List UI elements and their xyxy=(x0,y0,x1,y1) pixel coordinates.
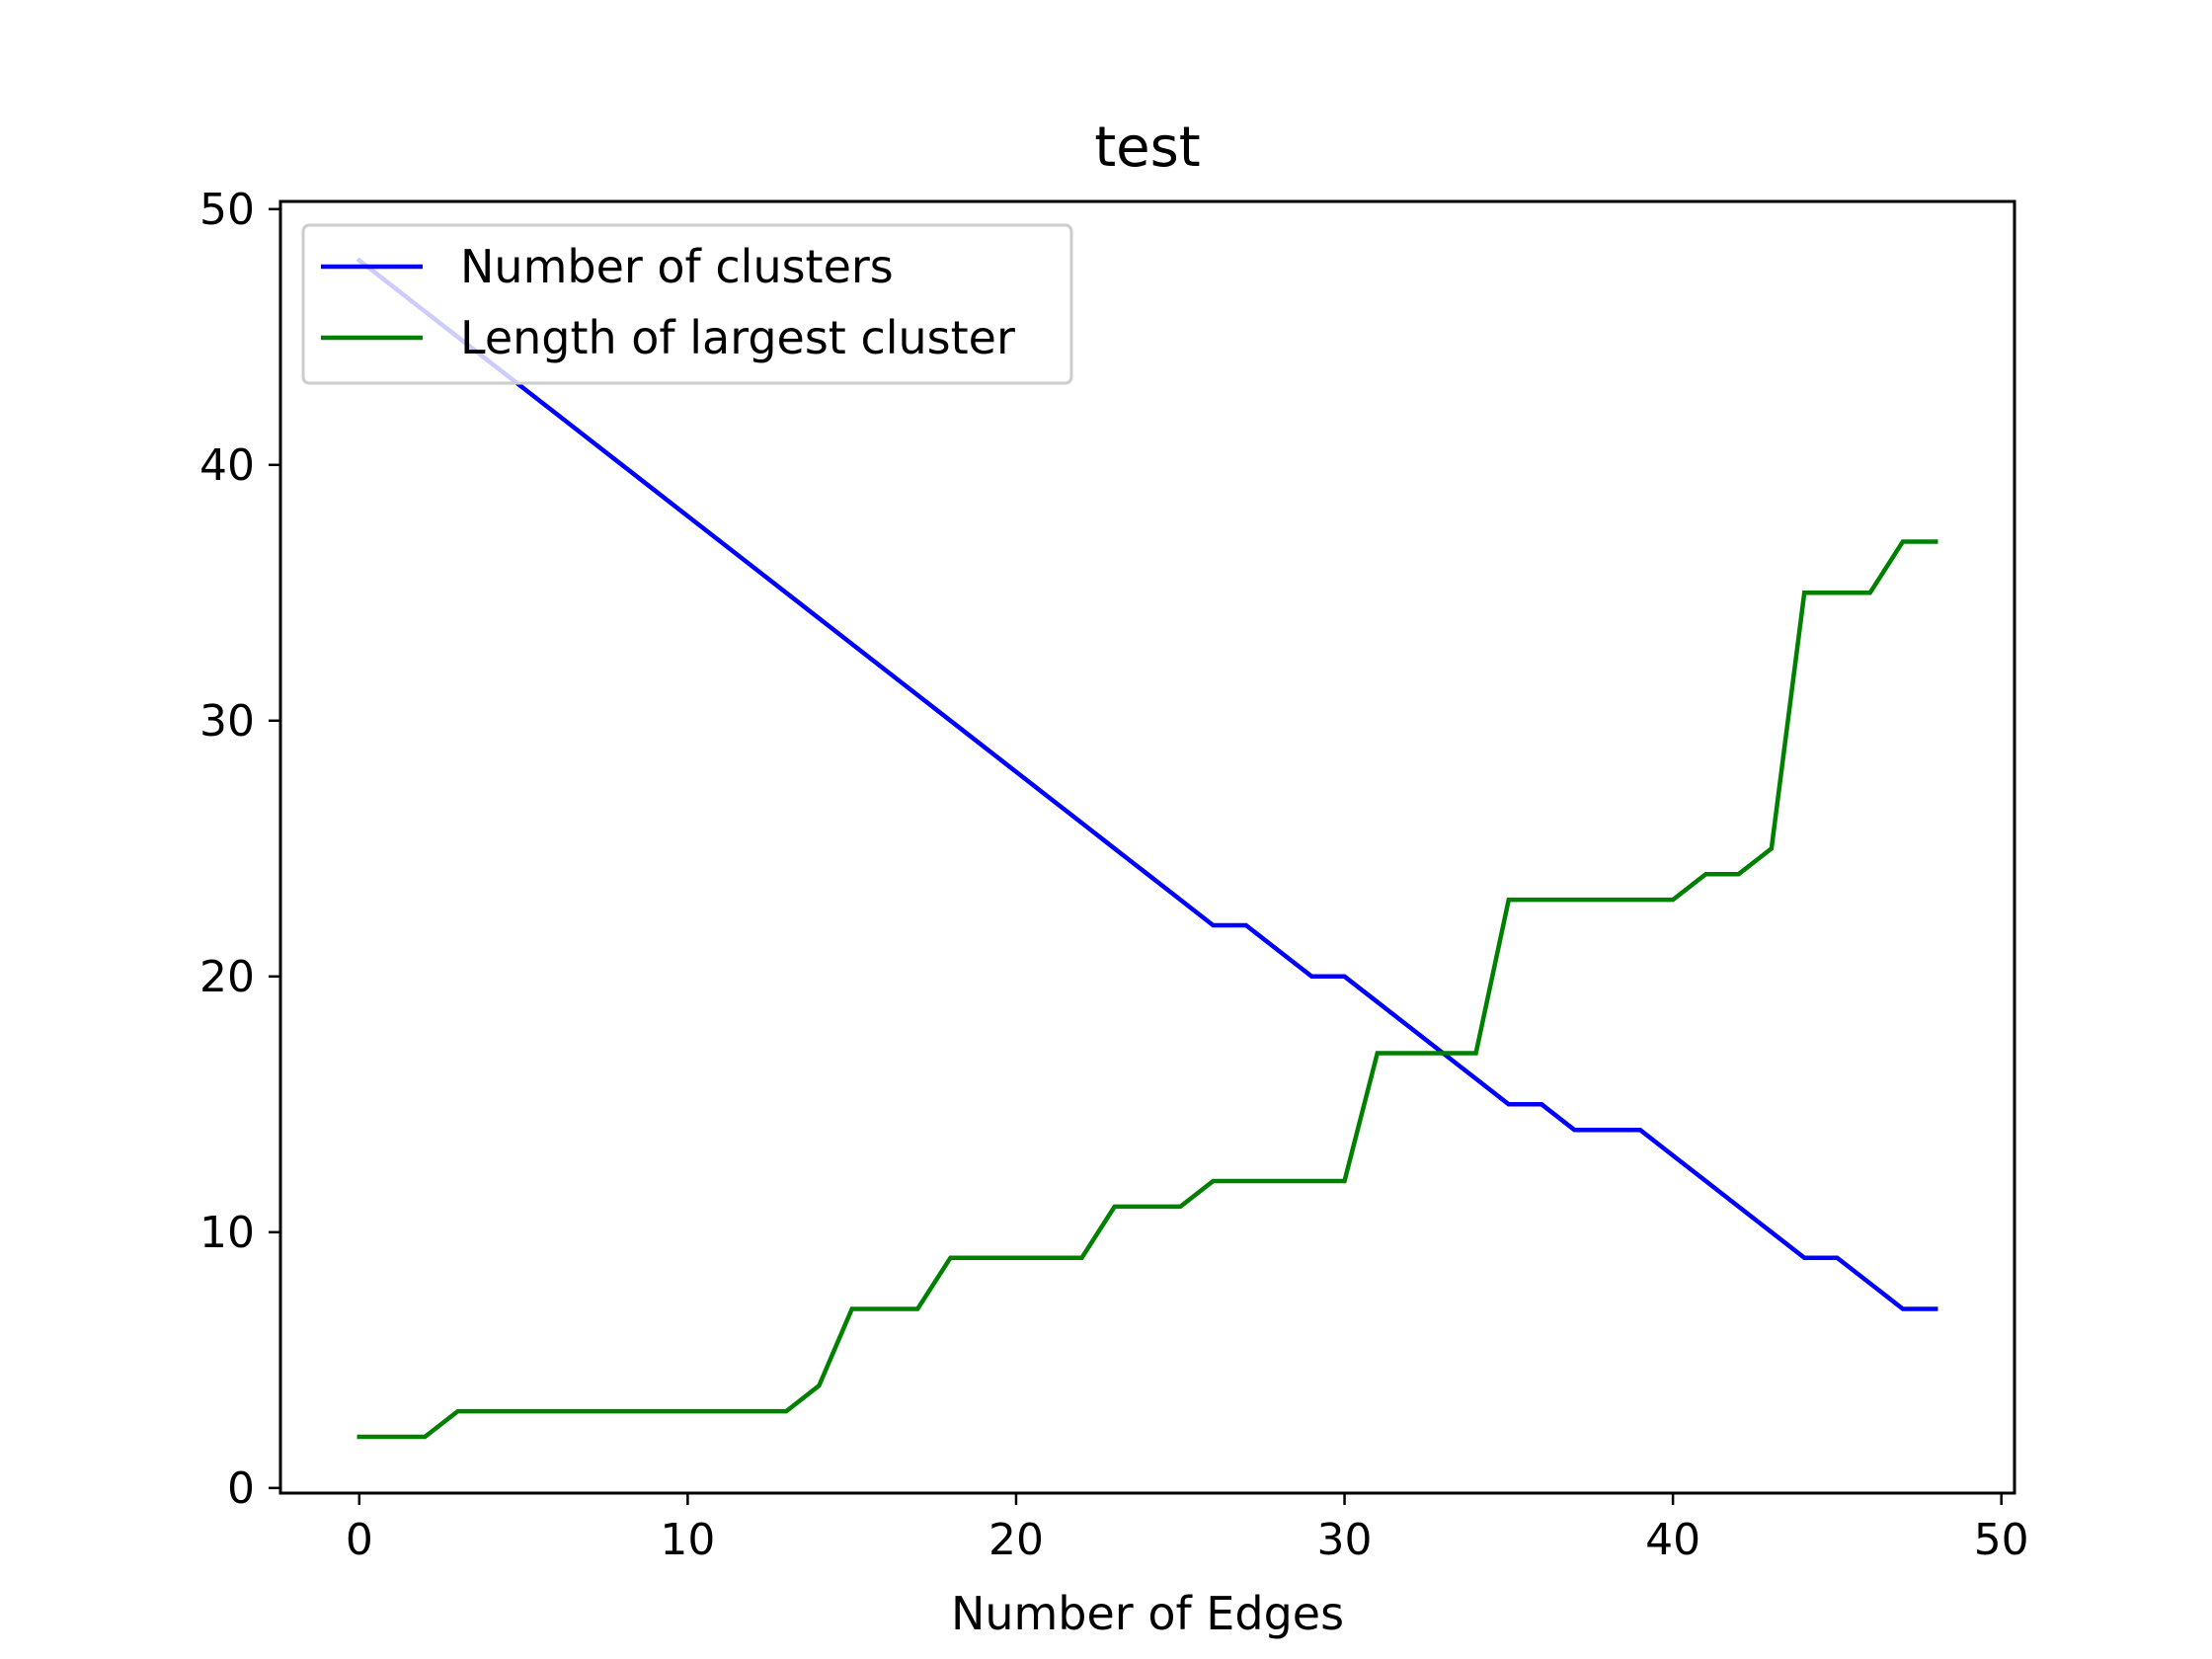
x-tick-label: 0 xyxy=(346,1515,373,1565)
legend-label-1: Length of largest cluster xyxy=(460,311,1015,364)
x-tick-label: 20 xyxy=(988,1515,1044,1565)
y-tick-label: 0 xyxy=(227,1463,255,1514)
series-line-0 xyxy=(356,257,1938,1311)
y-tick-label: 50 xyxy=(199,185,255,235)
x-tick-label: 30 xyxy=(1317,1515,1373,1565)
plot-frame xyxy=(278,199,2016,1495)
series-line-1 xyxy=(356,539,1938,1440)
legend-label-0: Number of clusters xyxy=(460,240,894,293)
legend: Number of clusters Length of largest clus… xyxy=(301,223,1073,385)
legend-box xyxy=(301,223,1073,385)
y-tick-label: 10 xyxy=(199,1208,255,1258)
x-tick-label: 10 xyxy=(660,1515,715,1565)
y-tick-label: 30 xyxy=(199,696,255,747)
x-tick-label: 40 xyxy=(1645,1515,1700,1565)
x-axis-ticks: 0 10 20 30 40 50 xyxy=(346,1493,2029,1565)
y-tick-label: 20 xyxy=(199,952,255,1002)
x-axis-label: Number of Edges xyxy=(951,1587,1344,1640)
x-tick-label: 50 xyxy=(1974,1515,2029,1565)
y-axis-ticks: 0 10 20 30 40 50 xyxy=(199,185,280,1514)
chart-title: test xyxy=(1094,116,1201,180)
y-tick-label: 40 xyxy=(199,440,255,491)
plot-series xyxy=(356,257,1938,1440)
